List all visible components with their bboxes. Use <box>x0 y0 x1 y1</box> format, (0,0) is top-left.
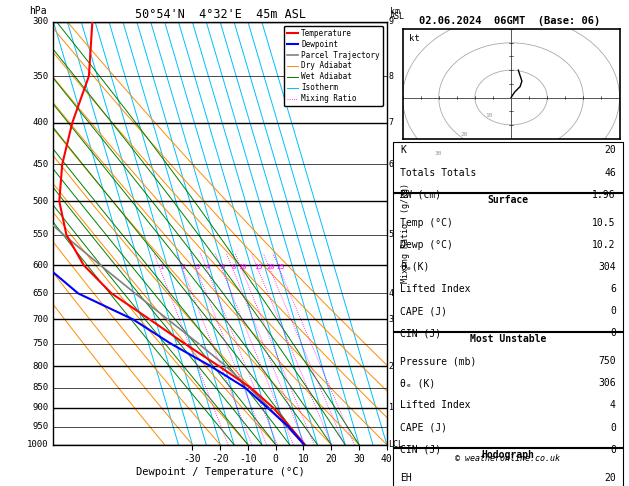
Text: 1.96: 1.96 <box>593 190 616 200</box>
Text: 10: 10 <box>486 113 493 118</box>
Text: θₑ(K): θₑ(K) <box>400 262 430 272</box>
Text: 650: 650 <box>32 289 48 298</box>
Text: kt: kt <box>409 34 420 43</box>
Text: 1: 1 <box>159 264 163 270</box>
Text: 1000: 1000 <box>27 440 48 449</box>
Text: 30: 30 <box>435 151 443 156</box>
Text: 550: 550 <box>32 230 48 239</box>
Text: 950: 950 <box>32 422 48 431</box>
Text: 20: 20 <box>604 145 616 156</box>
Text: 10: 10 <box>238 264 247 270</box>
Text: 0: 0 <box>610 306 616 316</box>
Text: Lifted Index: Lifted Index <box>400 284 470 294</box>
Text: 02.06.2024  06GMT  (Base: 06): 02.06.2024 06GMT (Base: 06) <box>419 16 600 26</box>
Text: Totals Totals: Totals Totals <box>400 168 476 178</box>
Text: 2: 2 <box>389 362 394 371</box>
Text: 9: 9 <box>389 17 394 26</box>
Text: ASL: ASL <box>390 12 405 21</box>
Text: 4: 4 <box>389 289 394 298</box>
Text: km: km <box>390 6 400 16</box>
Text: 500: 500 <box>32 197 48 206</box>
Text: PW (cm): PW (cm) <box>400 190 441 200</box>
Legend: Temperature, Dewpoint, Parcel Trajectory, Dry Adiabat, Wet Adiabat, Isotherm, Mi: Temperature, Dewpoint, Parcel Trajectory… <box>284 26 383 106</box>
Text: 1: 1 <box>389 403 394 412</box>
Text: LCL: LCL <box>389 440 403 449</box>
Text: Most Unstable: Most Unstable <box>470 334 546 344</box>
Text: 6: 6 <box>220 264 225 270</box>
Text: 900: 900 <box>32 403 48 412</box>
Text: CAPE (J): CAPE (J) <box>400 306 447 316</box>
Text: 25: 25 <box>276 264 284 270</box>
Text: © weatheronline.co.uk: © weatheronline.co.uk <box>455 454 560 463</box>
Text: CAPE (J): CAPE (J) <box>400 423 447 433</box>
Text: K: K <box>400 145 406 156</box>
Text: 0: 0 <box>610 329 616 338</box>
Text: 7: 7 <box>389 119 394 127</box>
Text: Lifted Index: Lifted Index <box>400 400 470 411</box>
Text: 4: 4 <box>610 400 616 411</box>
Text: 10.5: 10.5 <box>593 218 616 227</box>
Text: EH: EH <box>400 472 412 483</box>
Text: 600: 600 <box>32 261 48 270</box>
Text: 5: 5 <box>389 230 394 239</box>
Bar <box>393 192 623 332</box>
Text: 15: 15 <box>255 264 263 270</box>
Text: 10.2: 10.2 <box>593 240 616 250</box>
Text: 450: 450 <box>32 160 48 169</box>
Text: 300: 300 <box>32 17 48 26</box>
Text: 350: 350 <box>32 71 48 81</box>
X-axis label: Dewpoint / Temperature (°C): Dewpoint / Temperature (°C) <box>136 467 304 477</box>
Title: 50°54'N  4°32'E  45m ASL: 50°54'N 4°32'E 45m ASL <box>135 8 306 21</box>
Text: hPa: hPa <box>29 5 47 16</box>
Text: Dewp (°C): Dewp (°C) <box>400 240 453 250</box>
Bar <box>393 330 623 448</box>
Text: 304: 304 <box>598 262 616 272</box>
Text: 750: 750 <box>32 339 48 348</box>
Text: 6: 6 <box>389 160 394 169</box>
Text: 20: 20 <box>267 264 275 270</box>
Text: θₑ (K): θₑ (K) <box>400 378 435 388</box>
Bar <box>393 447 623 486</box>
Text: 3: 3 <box>389 315 394 324</box>
Text: 3: 3 <box>195 264 199 270</box>
Text: 20: 20 <box>460 132 468 137</box>
Text: CIN (J): CIN (J) <box>400 329 441 338</box>
Text: 750: 750 <box>598 356 616 366</box>
Text: 46: 46 <box>604 168 616 178</box>
Text: Surface: Surface <box>487 195 528 206</box>
Text: 4: 4 <box>206 264 209 270</box>
Text: Pressure (mb): Pressure (mb) <box>400 356 476 366</box>
Text: 20: 20 <box>604 472 616 483</box>
Text: 800: 800 <box>32 362 48 371</box>
Text: 6: 6 <box>610 284 616 294</box>
Text: 8: 8 <box>389 71 394 81</box>
Text: 306: 306 <box>598 378 616 388</box>
Text: Hodograph: Hodograph <box>481 451 535 460</box>
Text: CIN (J): CIN (J) <box>400 445 441 455</box>
Text: 0: 0 <box>610 445 616 455</box>
Text: 2: 2 <box>181 264 186 270</box>
Bar <box>393 142 623 193</box>
Text: Mixing Ratio  (g/kg): Mixing Ratio (g/kg) <box>401 183 409 283</box>
Text: 850: 850 <box>32 383 48 392</box>
Text: 400: 400 <box>32 119 48 127</box>
Text: Temp (°C): Temp (°C) <box>400 218 453 227</box>
Text: 8: 8 <box>231 264 236 270</box>
Text: 700: 700 <box>32 315 48 324</box>
Text: 0: 0 <box>610 423 616 433</box>
